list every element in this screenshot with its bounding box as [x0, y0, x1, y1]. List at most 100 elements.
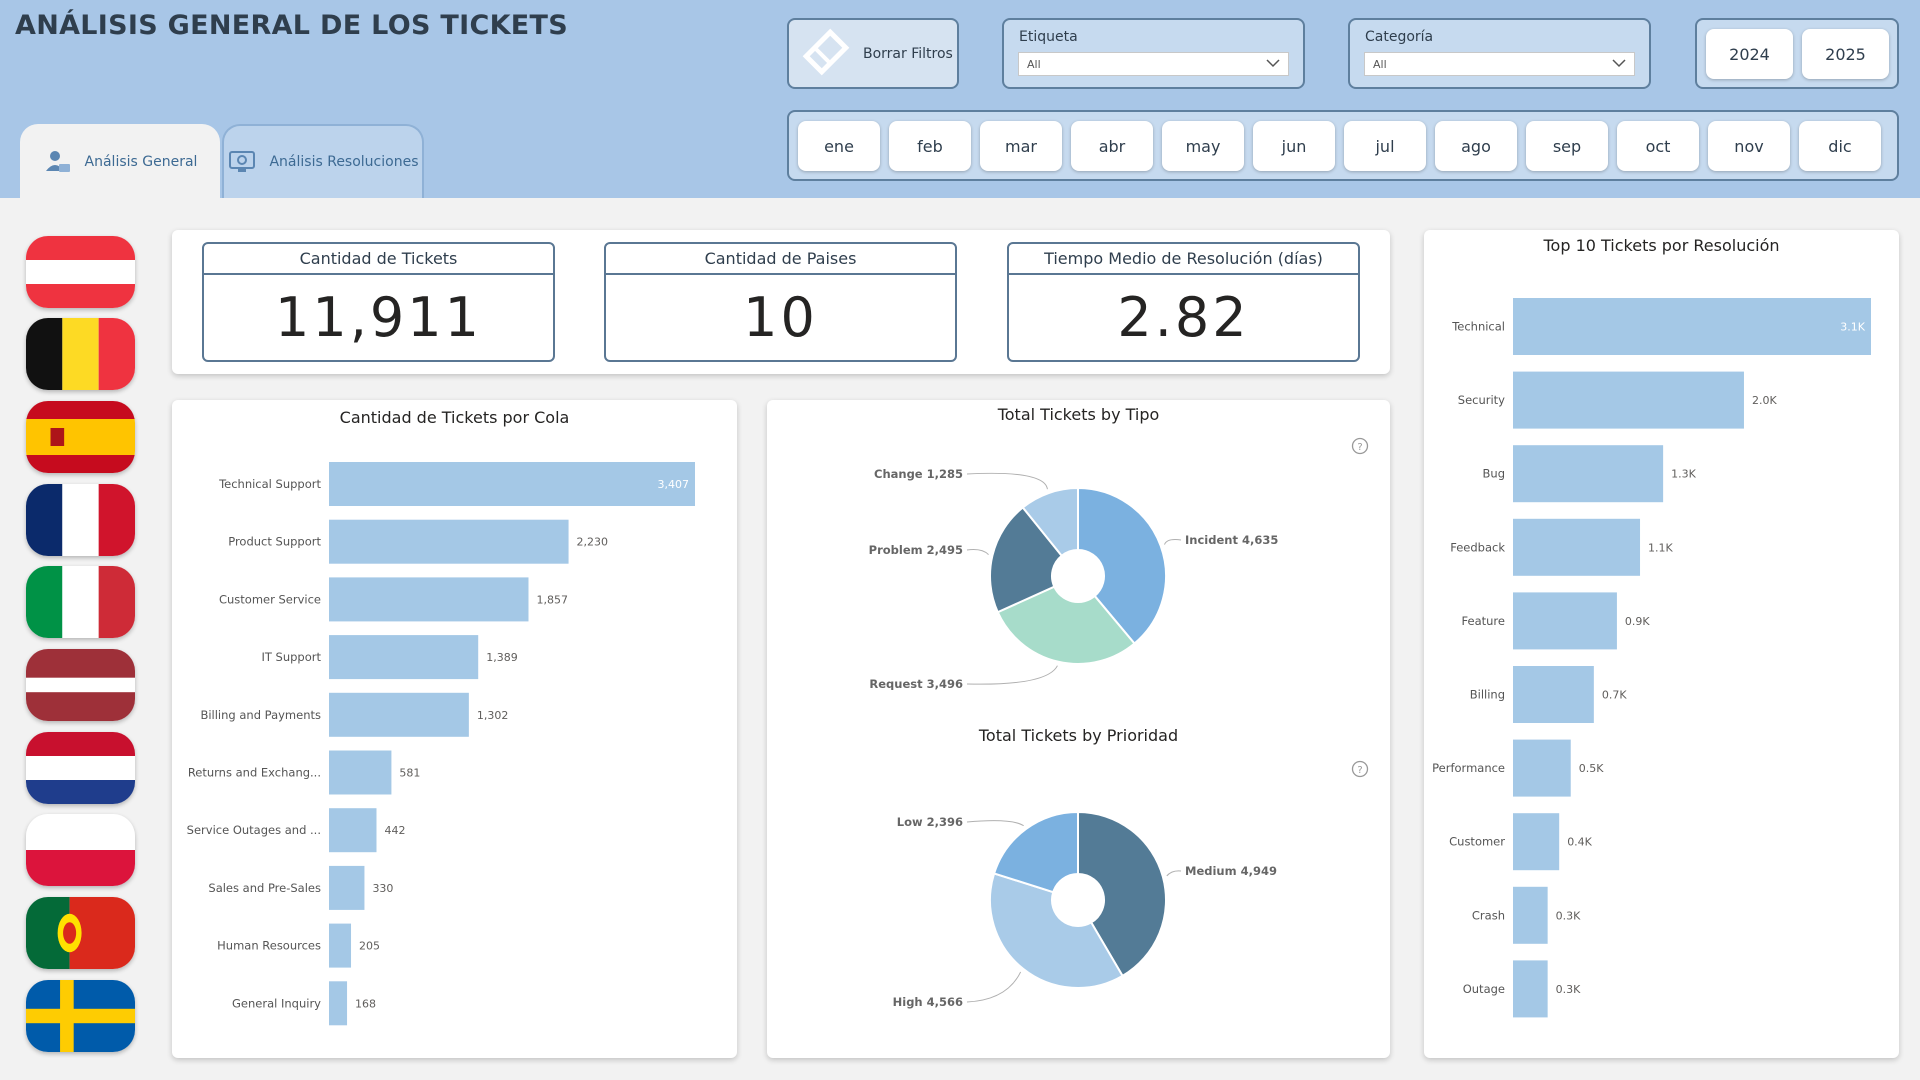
data-label: 442 — [384, 824, 405, 837]
tipo-pie-chart: Incident 4,635 Request 3,496 Problem 2,495… — [869, 467, 1279, 690]
chart-title: Total Tickets by Tipo — [997, 405, 1160, 424]
data-label: Problem 2,495 — [869, 543, 963, 557]
bar — [329, 519, 569, 564]
data-label: Change 1,285 — [874, 467, 963, 481]
help-icon[interactable]: ? — [1351, 437, 1369, 459]
category-label: Technical Support — [218, 477, 321, 491]
kpi-value: 2.82 — [1117, 286, 1250, 349]
year-slicer: 2024 2025 — [1695, 18, 1899, 89]
data-label: High 4,566 — [893, 995, 963, 1009]
month-button[interactable]: mar — [980, 121, 1062, 171]
category-label: IT Support — [261, 650, 321, 664]
pie-slice — [1077, 486, 1167, 645]
category-label: Performance — [1432, 761, 1505, 775]
tab-analisis-general[interactable]: Análisis General — [20, 124, 220, 200]
chevron-down-icon — [1612, 58, 1626, 71]
category-label: Bug — [1483, 467, 1505, 481]
page-title: ANÁLISIS GENERAL DE LOS TICKETS — [15, 10, 569, 41]
clear-filters-button[interactable]: Borrar Filtros — [787, 18, 959, 89]
leader-line — [966, 820, 1024, 827]
month-button[interactable]: dic — [1799, 121, 1881, 171]
month-button[interactable]: feb — [889, 121, 971, 171]
kpi-title: Cantidad de Tickets — [204, 244, 553, 275]
resolution-bar-chart: Technical 3.1K Security 2.0K Bug 1.3K Feedback… — [1432, 298, 1871, 1018]
flag-sweden-button[interactable] — [26, 980, 135, 1052]
flag-netherlands-button[interactable] — [26, 732, 135, 804]
flag-belgium-button[interactable] — [26, 318, 135, 390]
slicer-title: Categoría — [1365, 29, 1434, 45]
etiqueta-slicer: Etiqueta All — [1002, 18, 1305, 89]
month-button[interactable]: nov — [1708, 121, 1790, 171]
kpi-tiempo-medio-resolucion: Tiempo Medio de Resolución (días) 2.82 — [1007, 242, 1360, 362]
year-button-2024[interactable]: 2024 — [1706, 29, 1793, 79]
category-label: Returns and Exchang... — [188, 766, 321, 780]
category-label: Customer — [1449, 835, 1505, 849]
month-button[interactable]: jun — [1253, 121, 1335, 171]
year-button-2025[interactable]: 2025 — [1802, 29, 1889, 79]
kpi-title: Tiempo Medio de Resolución (días) — [1009, 244, 1358, 275]
flag-spain-button[interactable] — [26, 401, 135, 473]
pie-slice — [996, 585, 1136, 665]
pie-slice — [1077, 810, 1167, 978]
user-support-icon — [43, 147, 73, 177]
flag-austria-button[interactable] — [26, 236, 135, 308]
flag-poland-button[interactable] — [26, 814, 135, 886]
eraser-icon — [797, 23, 855, 85]
data-label: 1,302 — [477, 709, 509, 722]
data-label: 1,389 — [486, 651, 518, 664]
bar — [329, 462, 695, 506]
category-label: Feature — [1462, 614, 1505, 628]
data-label: 1.3K — [1671, 468, 1696, 481]
bar — [1513, 592, 1617, 650]
chart-title: Top 10 Tickets por Resolución — [1543, 236, 1780, 255]
month-button[interactable]: may — [1162, 121, 1244, 171]
bar — [1513, 739, 1571, 797]
flag-latvia-button[interactable] — [26, 649, 135, 721]
category-label: Outage — [1463, 982, 1505, 996]
data-label: 0.3K — [1556, 983, 1581, 996]
category-label: Security — [1458, 393, 1505, 407]
month-button[interactable]: jul — [1344, 121, 1426, 171]
bar — [329, 635, 479, 680]
data-label: 0.7K — [1602, 689, 1627, 702]
leader-line — [966, 665, 1058, 685]
bar — [1513, 371, 1744, 429]
categoria-dropdown[interactable]: All — [1364, 52, 1635, 76]
chart-title: Cantidad de Tickets por Cola — [339, 408, 570, 427]
month-button[interactable]: abr — [1071, 121, 1153, 171]
data-label: 205 — [359, 940, 380, 953]
monitor-gear-icon — [227, 147, 257, 177]
pie-slice — [992, 810, 1079, 894]
bar — [329, 923, 352, 968]
data-label: Low 2,396 — [897, 815, 963, 829]
category-label: Technical — [1451, 320, 1505, 334]
data-label: 2.0K — [1752, 394, 1777, 407]
tab-label: Análisis General — [84, 154, 198, 170]
resolution-chart-card: Top 10 Tickets por Resolución Technical 3… — [1424, 230, 1899, 1058]
etiqueta-dropdown[interactable]: All — [1018, 52, 1289, 76]
flag-italy-button[interactable] — [26, 566, 135, 638]
data-label: 2,230 — [577, 536, 609, 549]
flag-france-button[interactable] — [26, 484, 135, 556]
category-label: Billing and Payments — [200, 708, 321, 722]
data-label: 0.4K — [1567, 836, 1592, 849]
month-button[interactable]: ago — [1435, 121, 1517, 171]
data-label: 1,857 — [536, 593, 568, 606]
month-button[interactable]: oct — [1617, 121, 1699, 171]
leader-line — [1166, 870, 1182, 877]
tab-analisis-resoluciones[interactable]: Análisis Resoluciones — [222, 124, 424, 198]
bar — [329, 981, 348, 1026]
flag-portugal-button[interactable] — [26, 897, 135, 969]
month-button[interactable]: sep — [1526, 121, 1608, 171]
bar — [329, 808, 377, 853]
categoria-slicer: Categoría All — [1348, 18, 1651, 89]
month-slicer: ene feb mar abr may jun jul ago sep oct … — [787, 110, 1899, 181]
category-label: Customer Service — [219, 592, 321, 606]
bar — [1513, 960, 1548, 1018]
leader-line — [1164, 539, 1182, 545]
leader-line — [966, 971, 1022, 1003]
help-icon[interactable]: ? — [1351, 760, 1369, 782]
data-label: 0.9K — [1625, 615, 1650, 628]
category-label: Crash — [1472, 908, 1505, 922]
month-button[interactable]: ene — [798, 121, 880, 171]
